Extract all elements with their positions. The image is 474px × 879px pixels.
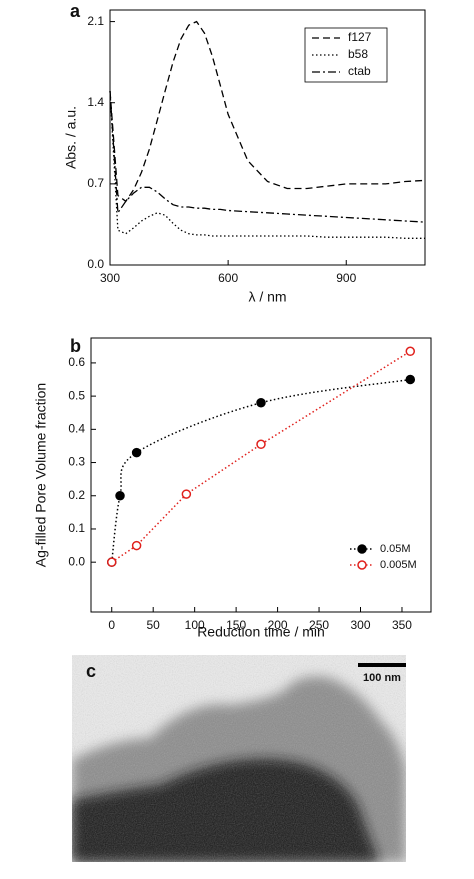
y-tick-label: 0.0: [87, 257, 104, 271]
marker: [181, 489, 192, 499]
y-tick-label: 0.5: [68, 388, 85, 402]
tem-image: [72, 655, 406, 862]
legend-label: b58: [348, 47, 368, 61]
y-tick-label: 0.6: [68, 355, 85, 369]
y-tick-label: 0.0: [68, 554, 85, 568]
plot-frame: [90, 337, 432, 613]
legend-marker: [357, 560, 367, 570]
x-tick-label: 300: [350, 618, 370, 632]
legend-label: 0.05M: [380, 543, 411, 555]
x-tick-label: 150: [226, 618, 246, 632]
x-tick-label: 250: [309, 618, 329, 632]
legend-label: f127: [348, 30, 372, 44]
legend-label: 0.005M: [380, 559, 417, 571]
series-line: [109, 91, 425, 239]
series-line: [111, 350, 411, 563]
x-tick-label: 100: [185, 618, 205, 632]
x-tick-label: 350: [392, 618, 412, 632]
y-tick-label: 0.7: [87, 176, 104, 190]
y-tick-label: 0.3: [68, 455, 85, 469]
legend-label: ctab: [348, 64, 371, 78]
x-tick-label: 900: [336, 271, 356, 285]
y-tick-label: 0.2: [68, 488, 85, 502]
panel-label: c: [86, 661, 96, 681]
marker: [131, 540, 142, 551]
x-tick-label: 0: [108, 618, 115, 632]
x-tick-label: 200: [268, 618, 288, 632]
marker: [405, 346, 416, 357]
x-axis-label: λ / nm: [248, 289, 286, 305]
marker: [405, 374, 416, 385]
panel-label: b: [70, 336, 81, 356]
y-axis-label: Ag-filled Pore Volume fraction: [33, 383, 49, 567]
panel-label: a: [70, 1, 81, 21]
marker: [256, 439, 266, 450]
y-tick-label: 0.4: [68, 422, 85, 436]
y-tick-label: 1.4: [87, 95, 104, 109]
marker: [256, 398, 266, 408]
x-axis-label: Reduction time / min: [197, 624, 325, 640]
marker: [131, 447, 142, 458]
x-tick-label: 600: [218, 271, 238, 285]
legend-marker: [357, 544, 367, 554]
series-line: [109, 91, 426, 223]
y-tick-label: 0.1: [68, 521, 85, 535]
scale-bar-label: 100 nm: [363, 672, 401, 684]
y-tick-label: 2.1: [87, 14, 104, 28]
series-line: [109, 20, 426, 203]
legend-box: [304, 27, 388, 83]
plot-frame: [109, 9, 426, 266]
y-axis-label: Abs. / a.u.: [63, 106, 79, 169]
marker: [106, 557, 117, 567]
marker: [115, 491, 125, 501]
x-tick-label: 50: [147, 618, 161, 632]
x-tick-label: 300: [100, 271, 120, 285]
